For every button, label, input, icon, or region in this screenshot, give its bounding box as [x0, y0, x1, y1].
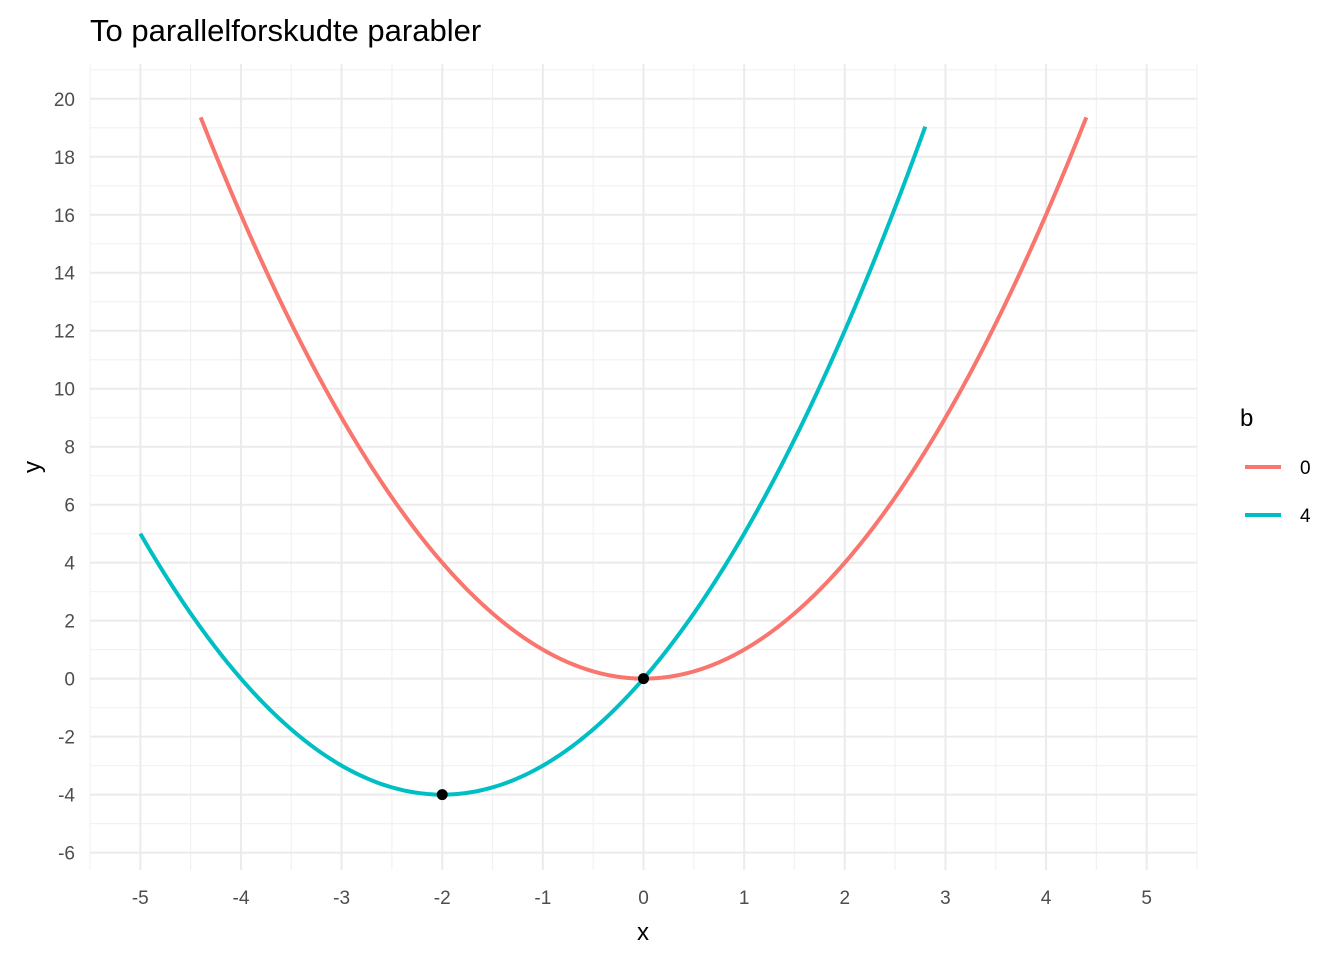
legend-title: b [1240, 405, 1253, 432]
x-tick-label: -4 [233, 888, 250, 909]
x-tick-label: 1 [739, 888, 750, 909]
y-tick-label: 12 [54, 322, 75, 343]
major-gridlines [90, 64, 1197, 870]
x-tick-label: 4 [1041, 888, 1052, 909]
y-tick-label: -4 [58, 786, 75, 807]
x-tick-label: 5 [1141, 888, 1152, 909]
y-tick-label: 10 [54, 380, 75, 401]
series-line-b-4 [138, 125, 928, 797]
y-tick-label: 16 [54, 206, 75, 227]
y-tick-label: 18 [54, 148, 75, 169]
x-tick-label: 0 [638, 888, 649, 909]
y-axis-tick-labels: -6 -4 -2 0 2 4 6 8 10 12 14 16 18 20 [54, 90, 76, 865]
y-tick-label: 0 [64, 670, 75, 691]
x-tick-label: -5 [132, 888, 149, 909]
y-tick-label: 20 [54, 90, 75, 111]
x-tick-label: -1 [534, 888, 551, 909]
y-axis-title: y [19, 461, 46, 473]
y-tick-label: 8 [64, 438, 75, 459]
legend-label: 4 [1300, 506, 1311, 527]
x-tick-label: 3 [940, 888, 951, 909]
y-tick-label: -2 [58, 728, 75, 749]
highlight-points [436, 673, 649, 801]
series-lines [138, 116, 1089, 797]
y-tick-label: 4 [64, 554, 75, 575]
data-point [638, 673, 649, 685]
y-tick-label: -6 [58, 844, 75, 865]
x-tick-label: 2 [839, 888, 850, 909]
legend: b 0 4 [1240, 405, 1311, 527]
x-tick-label: -2 [434, 888, 451, 909]
legend-label: 0 [1300, 458, 1311, 479]
chart-title: To parallelforskudte parabler [90, 13, 481, 48]
y-tick-label: 6 [64, 496, 75, 517]
x-tick-label: -3 [333, 888, 350, 909]
x-axis-title: x [637, 919, 649, 946]
y-tick-label: 2 [64, 612, 75, 633]
data-point [436, 789, 448, 801]
y-tick-label: 14 [54, 264, 76, 285]
x-axis-tick-labels: -5 -4 -3 -2 -1 0 1 2 3 4 5 [132, 888, 1152, 909]
